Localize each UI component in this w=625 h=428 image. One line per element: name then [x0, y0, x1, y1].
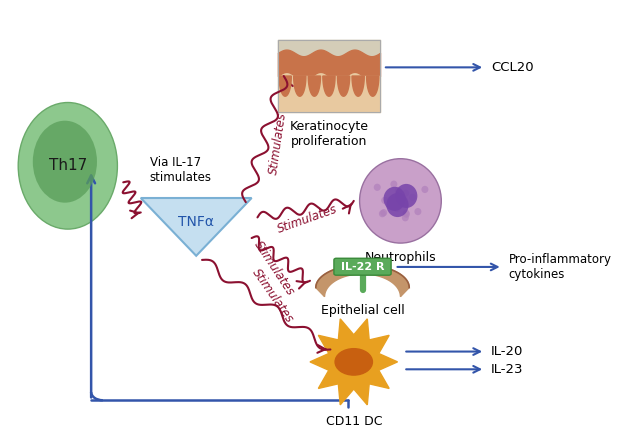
Polygon shape [352, 76, 364, 96]
Text: IL-20: IL-20 [491, 345, 523, 358]
Polygon shape [141, 198, 252, 256]
Ellipse shape [403, 211, 410, 218]
Polygon shape [294, 76, 306, 96]
Ellipse shape [379, 210, 386, 217]
Ellipse shape [393, 205, 401, 212]
Text: CD11 DC: CD11 DC [326, 414, 382, 428]
FancyBboxPatch shape [278, 40, 380, 112]
Ellipse shape [402, 210, 409, 217]
Ellipse shape [384, 187, 406, 211]
Text: Epithelial cell: Epithelial cell [321, 304, 404, 317]
Text: Neutrophils: Neutrophils [364, 250, 436, 264]
Ellipse shape [402, 214, 409, 221]
Ellipse shape [402, 190, 409, 197]
Ellipse shape [391, 181, 398, 188]
Polygon shape [323, 76, 335, 96]
Polygon shape [308, 76, 321, 96]
Ellipse shape [386, 202, 393, 209]
Text: IL-22 R: IL-22 R [341, 262, 384, 272]
Text: Th17: Th17 [49, 158, 87, 173]
Text: Stimulates: Stimulates [267, 111, 289, 175]
Ellipse shape [386, 193, 409, 217]
Ellipse shape [421, 186, 428, 193]
Ellipse shape [394, 187, 402, 194]
Polygon shape [316, 265, 409, 297]
Ellipse shape [414, 208, 421, 215]
Ellipse shape [18, 103, 118, 229]
Ellipse shape [32, 121, 97, 203]
Polygon shape [279, 76, 291, 96]
Polygon shape [310, 319, 398, 405]
Polygon shape [338, 76, 349, 96]
Circle shape [335, 349, 372, 375]
Text: Via IL-17
stimulates: Via IL-17 stimulates [149, 156, 211, 184]
Text: Pro-inflammatory
cytokines: Pro-inflammatory cytokines [508, 253, 611, 281]
Ellipse shape [374, 184, 381, 191]
Polygon shape [367, 76, 379, 96]
Text: Keratinocyte
proliferation: Keratinocyte proliferation [289, 120, 369, 149]
Text: Stimulates: Stimulates [276, 203, 339, 236]
Ellipse shape [409, 193, 416, 201]
Ellipse shape [381, 197, 388, 204]
Ellipse shape [380, 209, 388, 216]
Ellipse shape [359, 159, 441, 243]
Text: TNFα: TNFα [178, 214, 214, 229]
FancyBboxPatch shape [334, 258, 391, 275]
Ellipse shape [395, 184, 418, 208]
Text: Stimulates: Stimulates [249, 266, 296, 325]
Text: CCL20: CCL20 [491, 61, 534, 74]
Text: Stimulates: Stimulates [252, 239, 298, 298]
Ellipse shape [387, 196, 394, 204]
Text: IL-23: IL-23 [491, 363, 523, 376]
